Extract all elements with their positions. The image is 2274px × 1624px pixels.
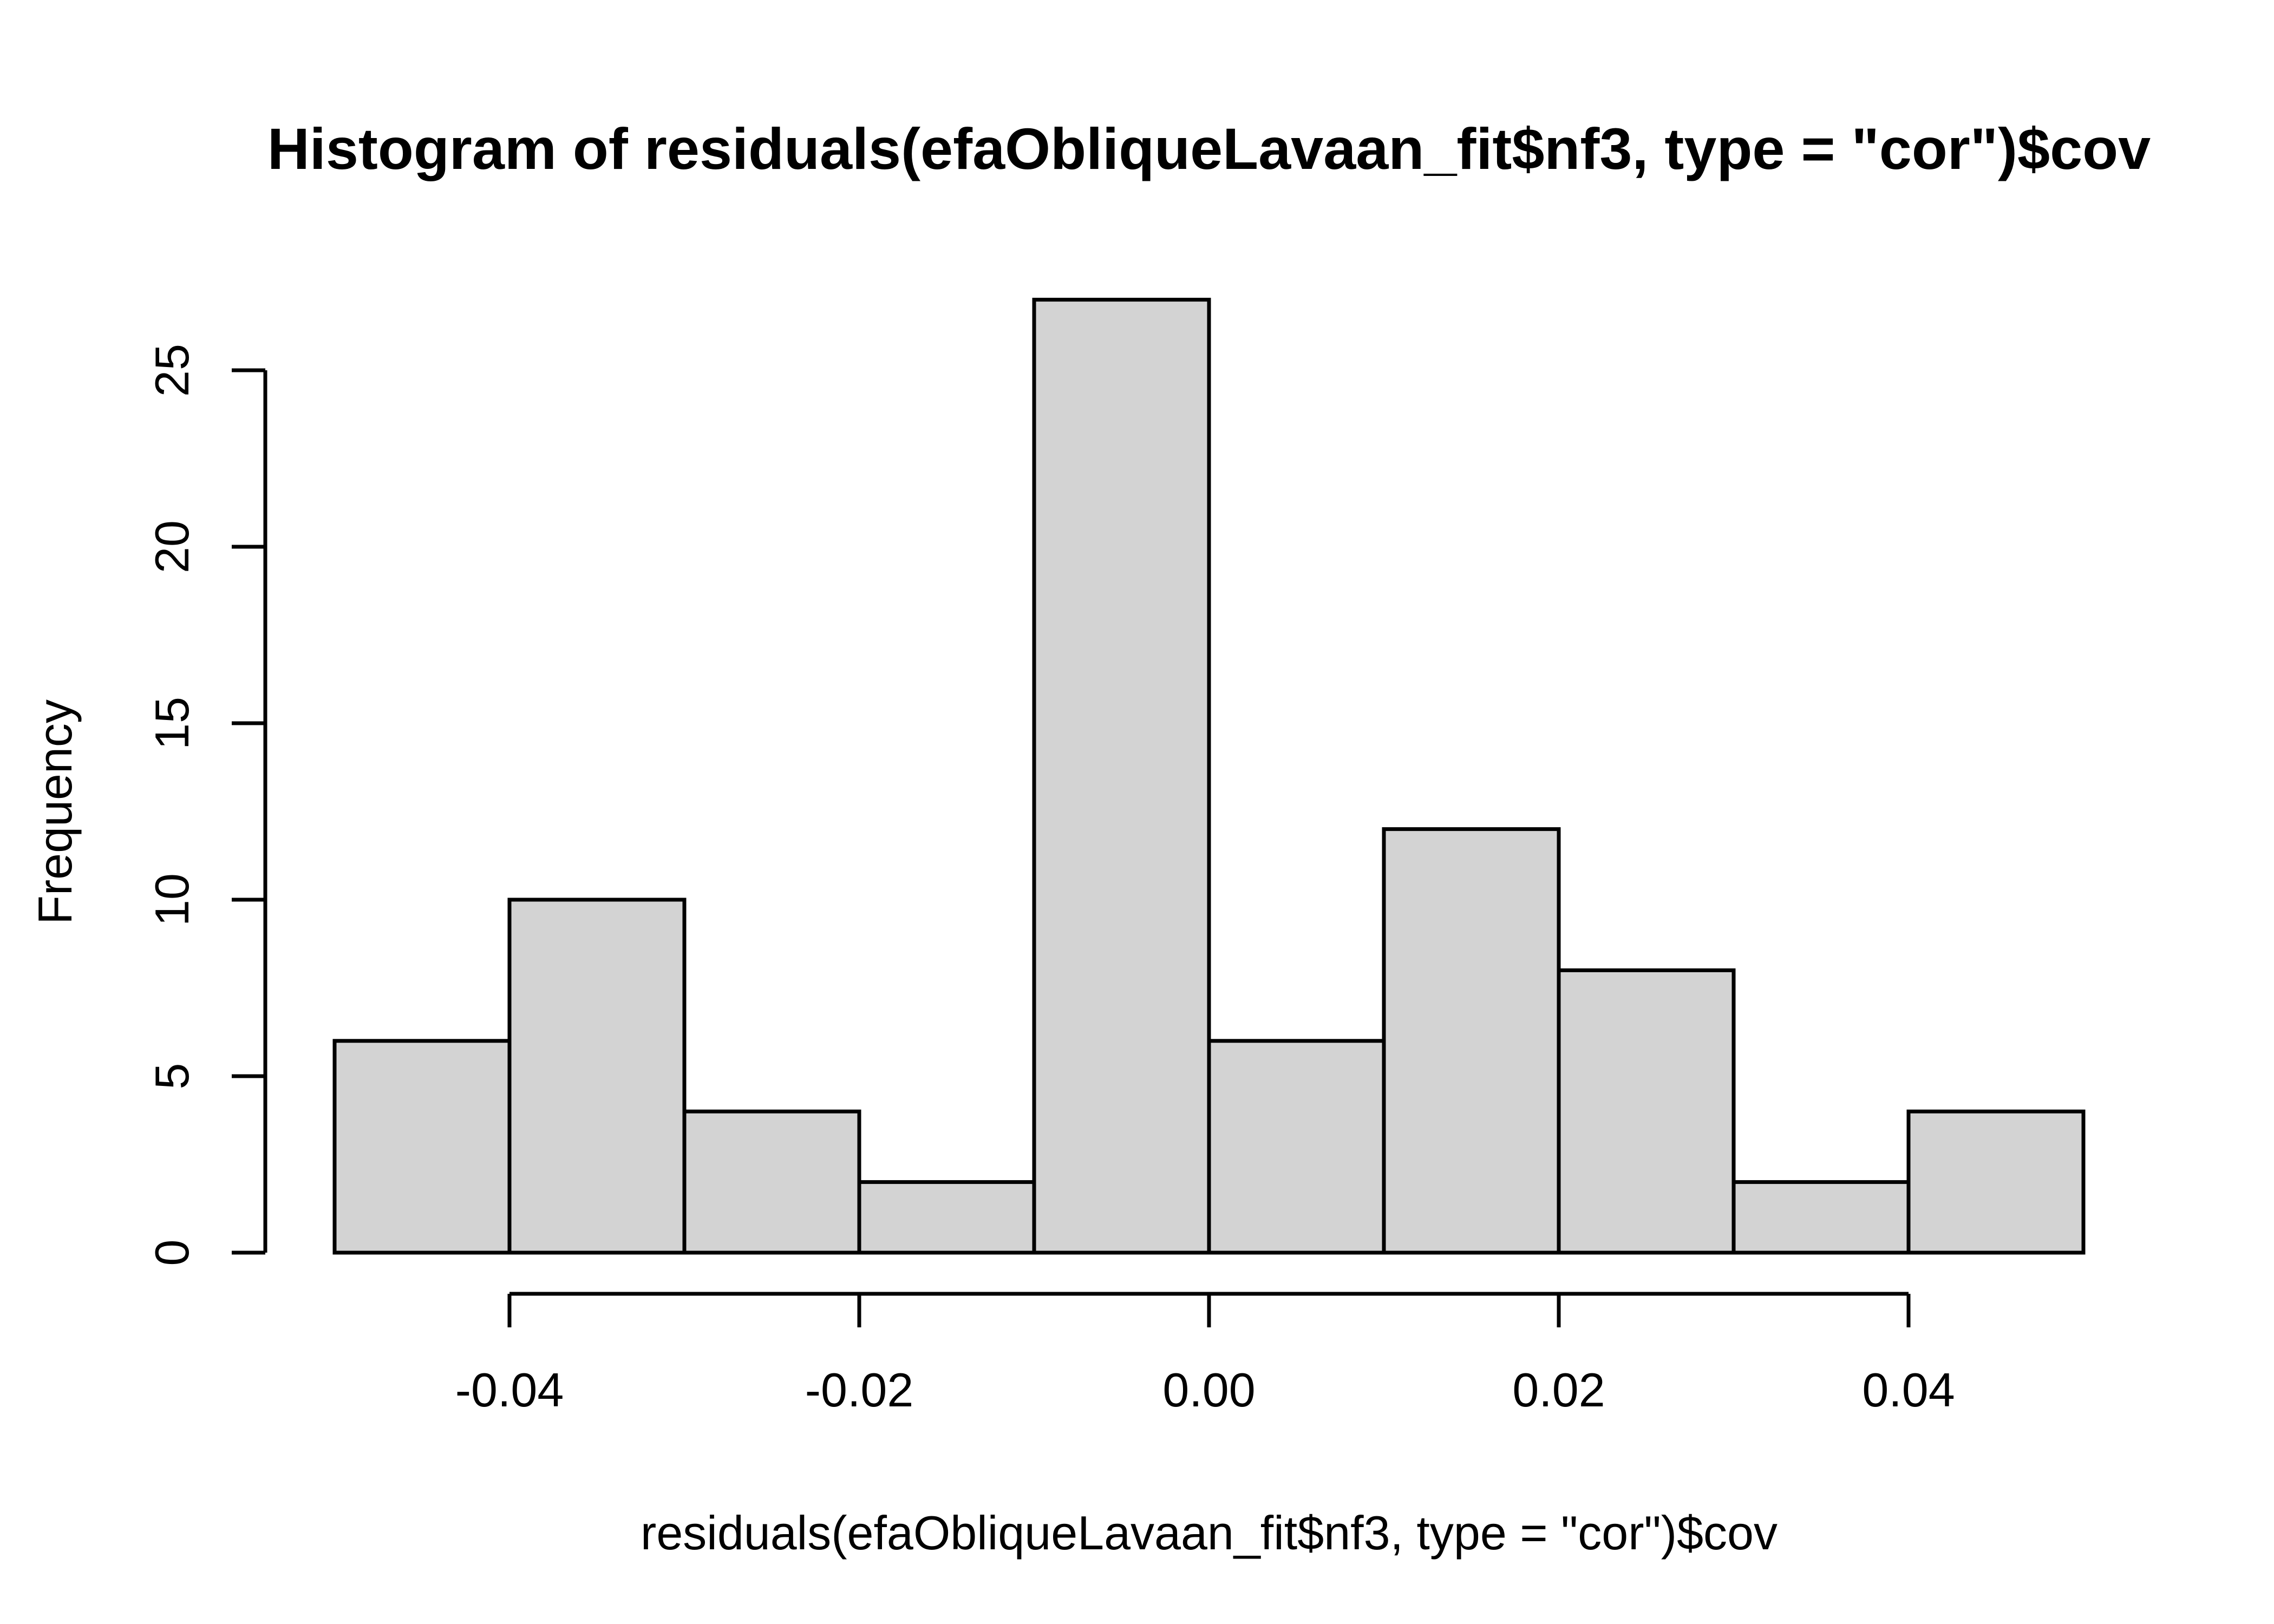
histogram-bar — [332, 1039, 512, 1255]
y-tick-label: 20 — [145, 520, 199, 573]
histogram-bar — [682, 1109, 861, 1255]
x-tick-label: 0.02 — [1512, 1363, 1605, 1417]
y-axis-label: Frequency — [28, 699, 82, 925]
histogram-bar — [1906, 1109, 2086, 1255]
histogram-bar — [507, 898, 687, 1255]
x-tick-label: 0.00 — [1162, 1363, 1255, 1417]
x-tick-label: -0.04 — [455, 1363, 564, 1417]
histogram-bar — [1557, 968, 1736, 1255]
x-axis: -0.04 -0.02 0.00 0.02 0.04 — [455, 1292, 1955, 1417]
histogram-bar — [1032, 298, 1211, 1255]
y-tick-label: 0 — [145, 1240, 199, 1266]
y-tick-label: 15 — [145, 697, 199, 750]
y-tick-label: 25 — [145, 344, 199, 397]
y-axis: 0 5 10 15 20 25 — [145, 344, 267, 1266]
y-tick-label: 5 — [145, 1063, 199, 1090]
chart-title: Histogram of residuals(efaObliqueLavaan_… — [267, 116, 2151, 181]
histogram-bar — [857, 1180, 1036, 1255]
x-tick-label: -0.02 — [805, 1363, 914, 1417]
x-tick-label: 0.04 — [1862, 1363, 1955, 1417]
x-axis-label: residuals(efaObliqueLavaan_fit$nf3, type… — [641, 1506, 1778, 1560]
histogram-bar — [1382, 827, 1561, 1255]
histogram-bar — [1207, 1039, 1386, 1255]
bars-group — [332, 298, 2086, 1255]
histogram-bar — [1731, 1180, 1911, 1255]
y-tick-label: 10 — [145, 873, 199, 926]
